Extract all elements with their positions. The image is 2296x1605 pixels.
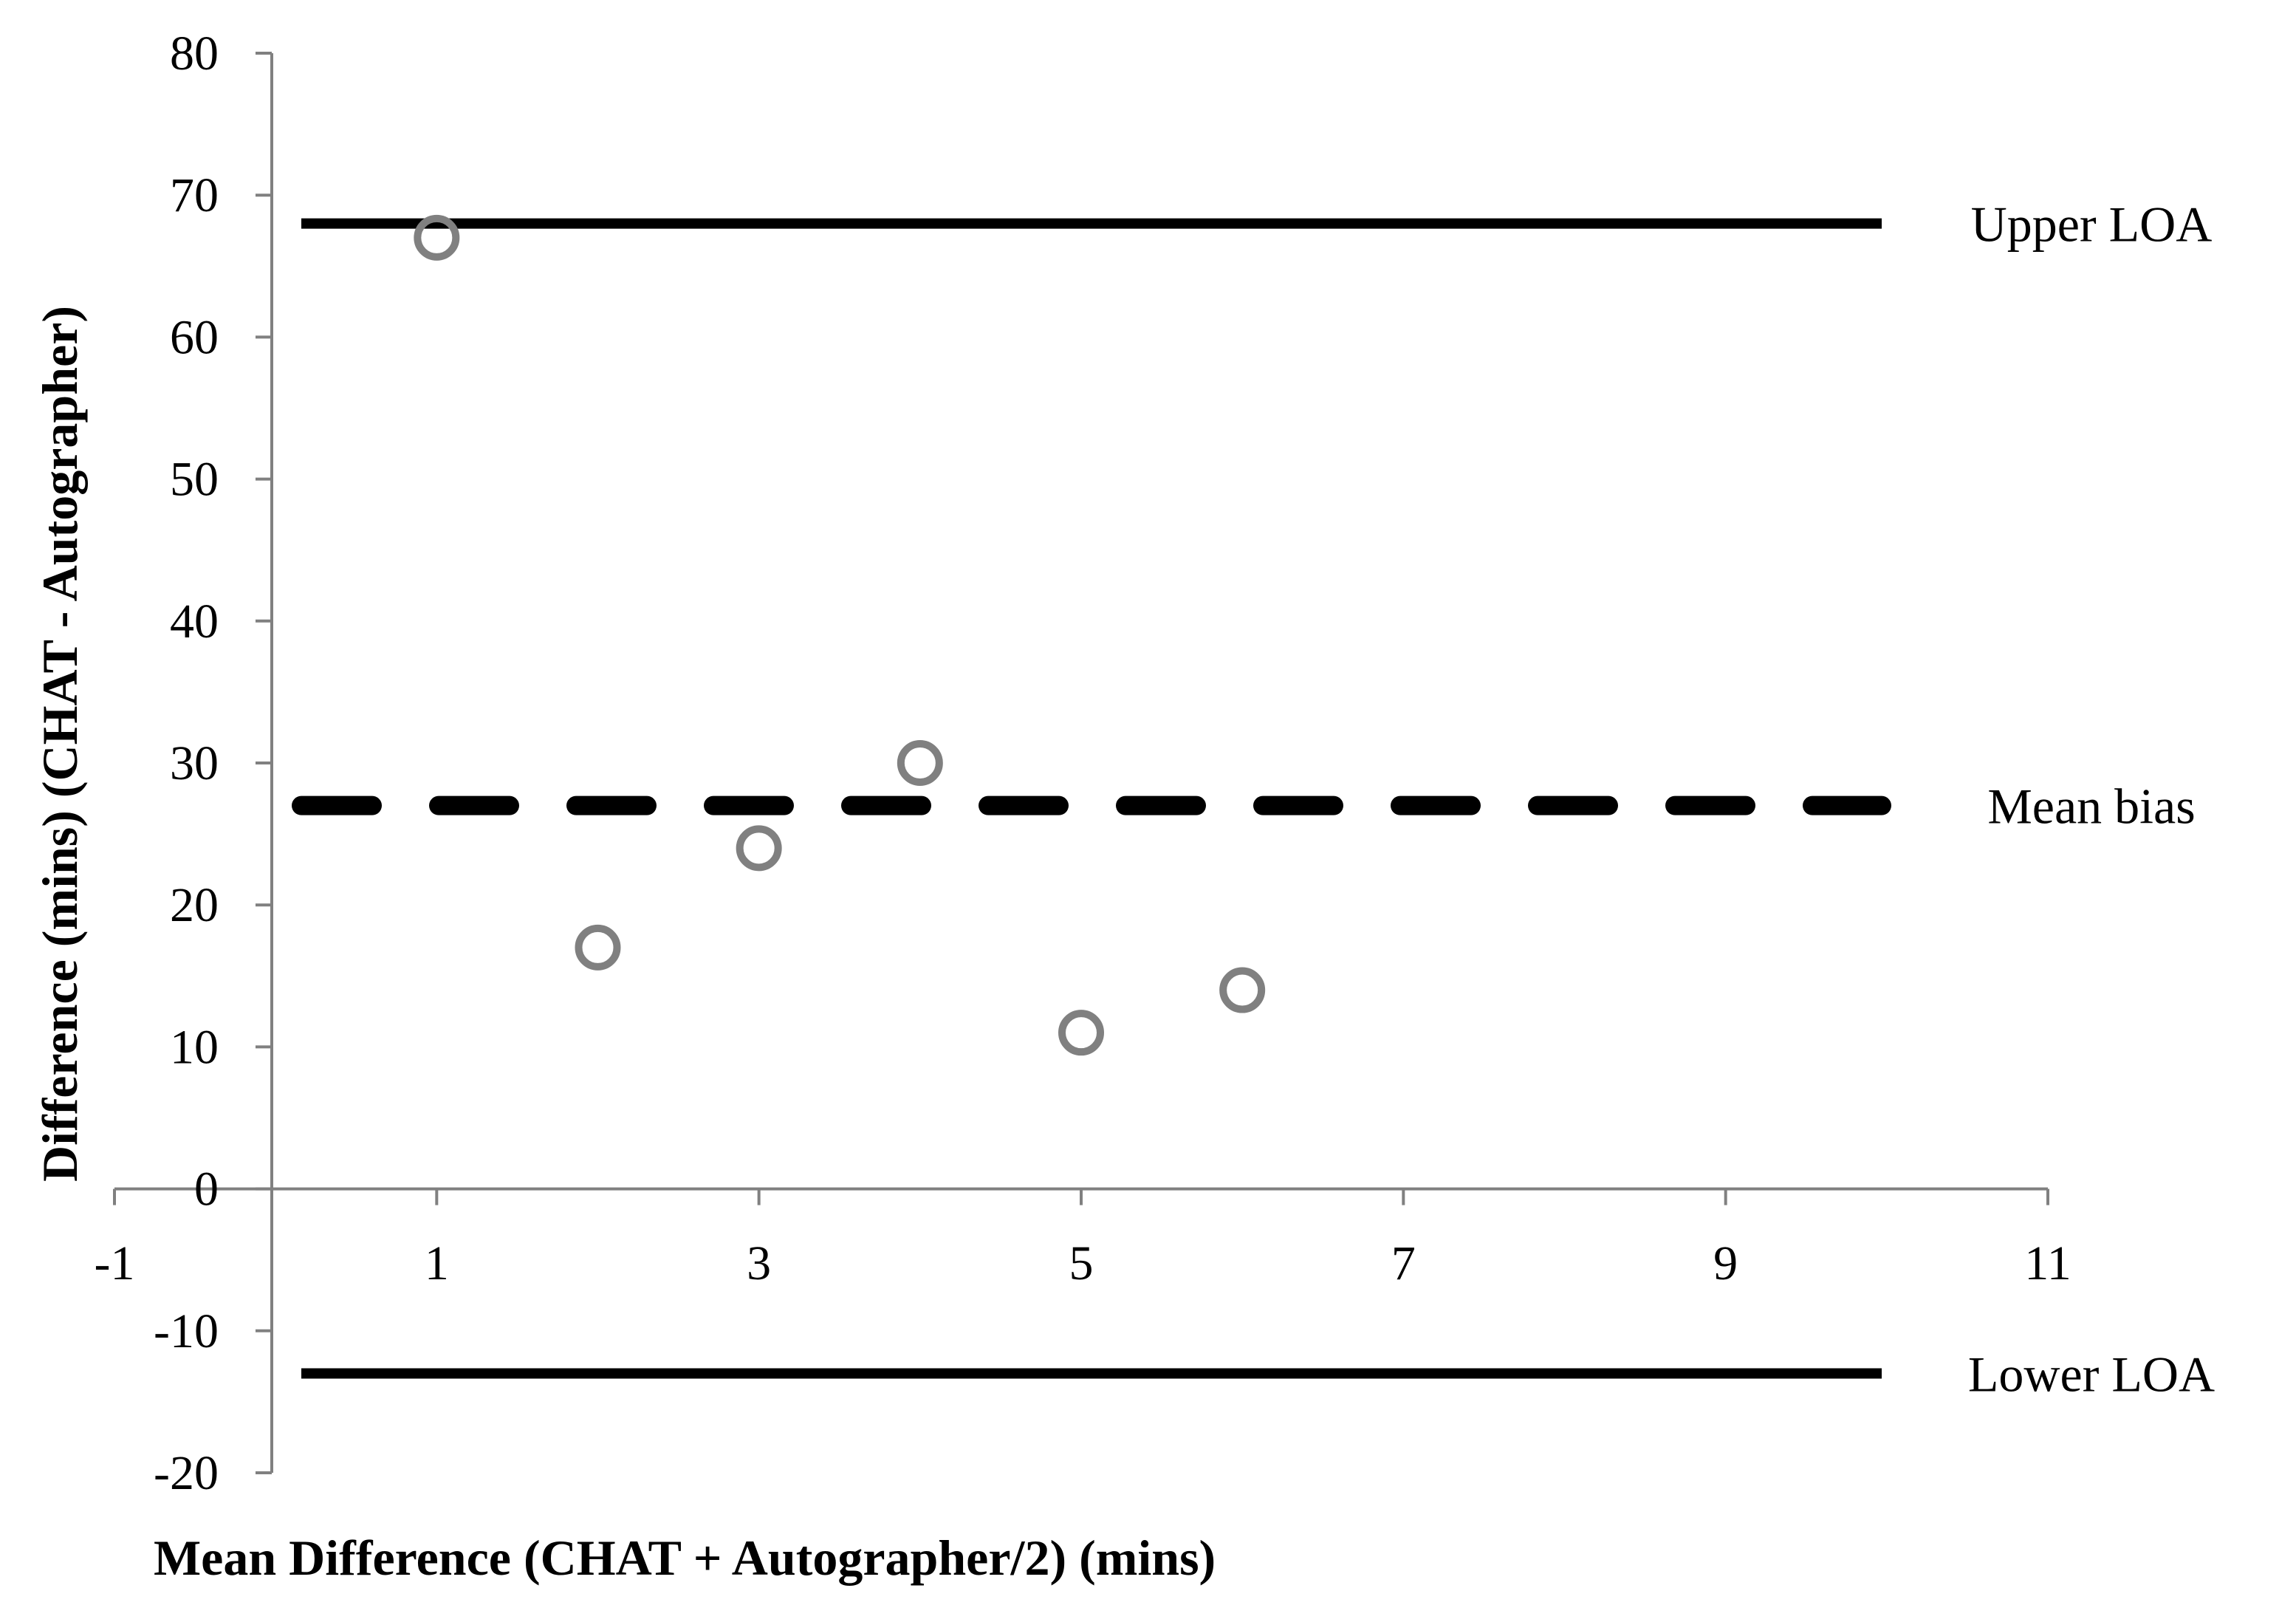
y-tick-label: 50: [170, 453, 219, 507]
reference-line-label: Lower LOA: [1968, 1346, 2215, 1402]
reference-lines: [292, 218, 1891, 1379]
reference-line-labels: Upper LOA Mean bias Lower LOA: [1968, 196, 2215, 1403]
x-tick-label: 9: [1713, 1236, 1738, 1290]
data-point: [736, 825, 782, 872]
x-axis-title: Mean Difference (CHAT + Autographer/2) (…: [154, 1530, 1216, 1586]
y-tick-label: 0: [194, 1163, 219, 1216]
x-tick-label: 3: [747, 1236, 771, 1290]
y-tick-label: 10: [170, 1020, 219, 1074]
y-tick-label: 80: [170, 27, 219, 81]
y-axis-title: Difference (mins) (CHAT - Autographer): [32, 306, 88, 1182]
x-tick-label: 7: [1391, 1236, 1416, 1290]
x-tick-label: 11: [2024, 1236, 2071, 1290]
y-tick-label: 40: [170, 595, 219, 648]
y-axis-ticks: 80 70 60 50 40 30 20 10 0 -10 -20: [154, 27, 272, 1500]
y-tick-label: -10: [154, 1304, 219, 1358]
data-points: [414, 214, 1266, 1056]
reference-line-label: Upper LOA: [1971, 196, 2213, 253]
x-tick-label: 5: [1069, 1236, 1094, 1290]
x-tick-label: 1: [425, 1236, 449, 1290]
y-tick-label: 20: [170, 878, 219, 932]
y-tick-label: 30: [170, 736, 219, 790]
x-axis-ticks: -1 1 3 5 7 9 11: [95, 1188, 2071, 1290]
axes: 80 70 60 50 40 30 20 10 0 -10 -20 -1 1 3 5 7 9 11: [95, 27, 2071, 1500]
data-point: [897, 740, 943, 786]
data-point: [1058, 1010, 1104, 1056]
y-tick-label: 60: [170, 310, 219, 364]
data-point: [414, 214, 460, 261]
reference-line-label: Mean bias: [1987, 778, 2195, 835]
x-tick-label: -1: [95, 1236, 135, 1290]
data-point: [575, 924, 621, 971]
data-point: [1219, 967, 1266, 1013]
y-tick-label: -20: [154, 1446, 219, 1500]
y-tick-label: 70: [170, 168, 219, 222]
